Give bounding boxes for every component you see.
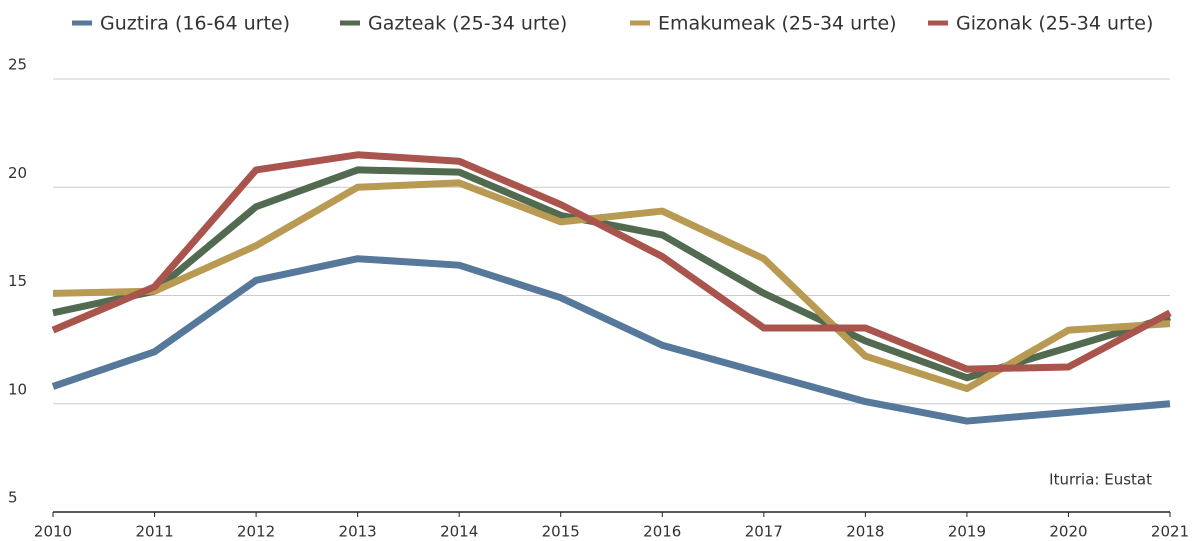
series-line	[52, 179, 1171, 393]
x-tick-label: 2010	[34, 523, 72, 541]
x-tick-label: 2013	[339, 523, 377, 541]
y-tick-label: 20	[8, 164, 27, 182]
series-line	[51, 255, 1171, 425]
legend-label: Gizonak (25-34 urte)	[956, 13, 1153, 35]
x-tick-label: 2011	[135, 523, 173, 541]
x-tick-label: 2019	[948, 523, 986, 541]
x-tick-label: 2017	[745, 523, 783, 541]
x-tick-label: 2021	[1151, 523, 1189, 541]
series-line	[51, 151, 1172, 373]
x-tick-label: 2016	[643, 523, 681, 541]
x-tick-label: 2014	[440, 523, 478, 541]
x-tick-label: 2015	[542, 523, 580, 541]
y-tick-label: 10	[8, 380, 27, 398]
x-tick-label: 2018	[846, 523, 884, 541]
legend-label: Guztira (16-64 urte)	[100, 13, 290, 35]
y-tick-label: 15	[8, 272, 27, 290]
x-tick-label: 2012	[237, 523, 275, 541]
y-tick-label: 25	[8, 56, 27, 74]
legend-label: Gazteak (25-34 urte)	[368, 13, 567, 35]
x-tick-label: 2020	[1049, 523, 1087, 541]
legend-label: Emakumeak (25-34 urte)	[658, 13, 897, 35]
annotation: Iturria: Eustat	[1049, 471, 1152, 489]
series-line	[52, 166, 1172, 382]
y-tick-label: 5	[8, 489, 18, 507]
